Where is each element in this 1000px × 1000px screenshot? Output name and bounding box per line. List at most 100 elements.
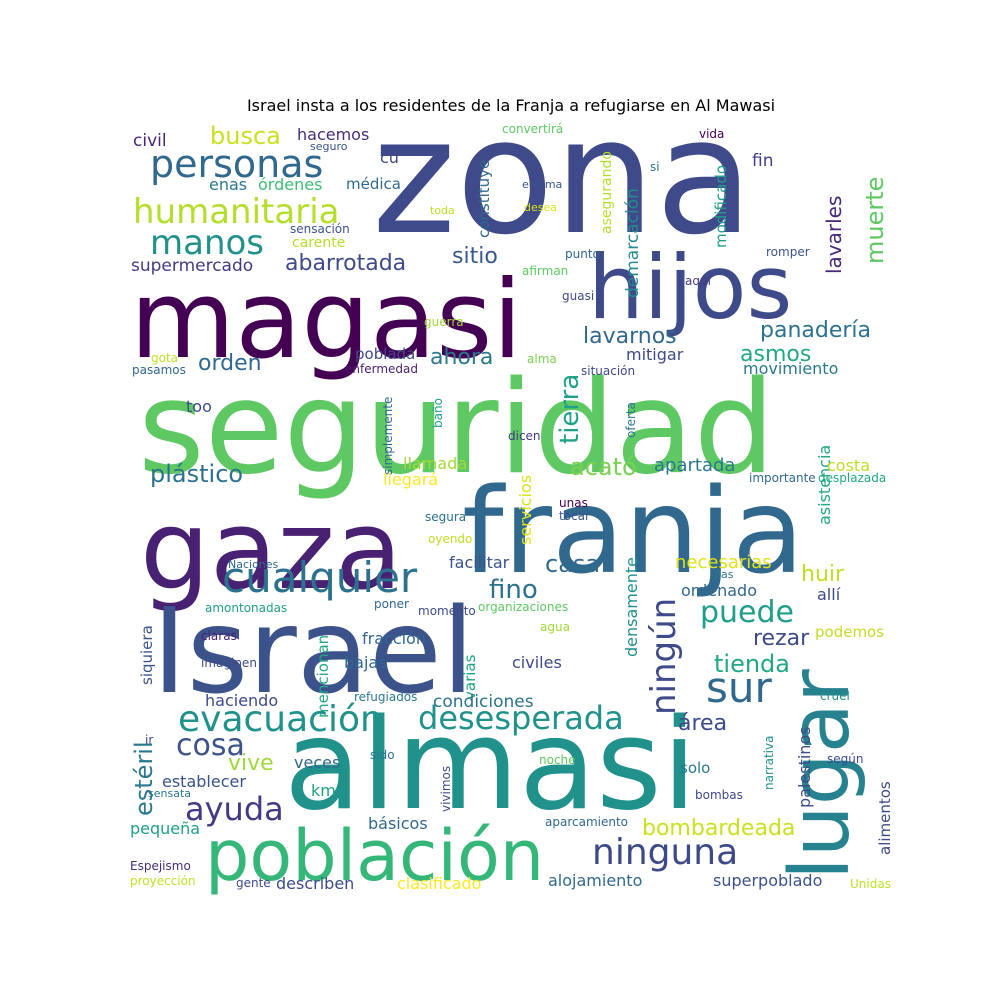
cloud-word: movimiento (743, 359, 838, 378)
cloud-word: convertirá (502, 122, 563, 136)
cloud-word: servicios (516, 475, 535, 545)
cloud-word: vivimos (439, 766, 453, 812)
cloud-word: abarrotada (285, 251, 406, 276)
cloud-word: Unidas (850, 877, 891, 891)
cloud-word: almasi (284, 691, 697, 838)
cloud-word: romper (766, 245, 810, 259)
cloud-word: describen (276, 874, 354, 893)
cloud-word: supermercado (131, 256, 253, 276)
cloud-word: orden (198, 351, 262, 376)
cloud-word: veces (294, 753, 340, 772)
cloud-word: seguridad (138, 354, 775, 503)
cloud-word: cualquier (222, 553, 418, 602)
cloud-word: desplazada (818, 471, 886, 485)
cloud-word: cruel (820, 689, 850, 703)
cloud-word: km (311, 781, 336, 800)
cloud-word: estéril (130, 741, 158, 816)
cloud-word: muerte (861, 177, 889, 264)
cloud-word: condiciones (433, 692, 534, 712)
cloud-word: aquí (685, 274, 712, 288)
cloud-word: sur (706, 663, 773, 712)
cloud-word: facilitar (449, 553, 510, 572)
cloud-word: guerra (424, 315, 464, 329)
cloud-word: acató (570, 453, 637, 481)
cloud-word: ningún (644, 598, 684, 715)
cloud-word: evacuación (178, 699, 383, 740)
cloud-word: civil (133, 131, 167, 151)
cloud-word: modificado (712, 165, 730, 248)
cloud-word: alojamiento (548, 871, 642, 890)
cloud-word: constituye (475, 160, 493, 238)
cloud-word: manos (150, 223, 264, 263)
cloud-word: solo (680, 759, 710, 777)
cloud-word: órdenes (258, 175, 322, 194)
cloud-word: carente (292, 235, 345, 251)
cloud-word: mencionan (314, 635, 332, 718)
cloud-word: poner (374, 597, 409, 611)
cloud-word: oyendo (428, 532, 472, 546)
cloud-word: población (205, 815, 544, 897)
cloud-word: palestinos (795, 726, 814, 808)
cloud-word: dicen (508, 429, 541, 443)
cloud-word: podemos (815, 623, 884, 641)
cloud-word: alma (527, 352, 557, 366)
cloud-word: puede (700, 595, 794, 630)
cloud-word: bajas (344, 653, 387, 672)
cloud-word: imaginen (201, 656, 257, 670)
cloud-word: sensata (148, 787, 191, 800)
cloud-word: lavarles (822, 196, 846, 274)
cloud-word: cosa (176, 728, 245, 763)
cloud-word: importante (749, 471, 816, 485)
cloud-word: demarcación (623, 188, 643, 298)
cloud-word: básicos (368, 814, 428, 833)
cloud-word: mitigar (626, 345, 684, 364)
cloud-word: pequeña (130, 819, 200, 838)
cloud-word: guasi (562, 289, 594, 303)
cloud-title: Israel insta a los residentes de la Fran… (247, 96, 775, 115)
cloud-word: proyección (130, 874, 196, 888)
cloud-word: asistencia (815, 445, 834, 525)
cloud-word: varias (461, 654, 479, 700)
cloud-word: gías (711, 568, 734, 581)
cloud-word: humanitaria (133, 192, 339, 232)
cloud-word: amontonadas (205, 601, 287, 615)
cloud-word: busca (210, 122, 281, 150)
cloud-word: Israel (152, 582, 474, 720)
cloud-word: personas (150, 142, 323, 186)
cloud-word: desea (524, 201, 557, 214)
cloud-word: costa (827, 456, 870, 475)
cloud-word: llamada (403, 454, 467, 473)
cloud-word: establecer (162, 772, 246, 791)
cloud-word: tierra (555, 374, 585, 444)
cloud-word: noche (539, 753, 576, 767)
cloud-word: fino (489, 575, 538, 605)
cloud-word: allí (817, 585, 841, 604)
cloud-word: asegurando (599, 151, 615, 234)
cloud-word: oferta (624, 402, 638, 438)
cloud-word: ir (145, 733, 153, 747)
cloud-word: según (827, 752, 863, 766)
cloud-word: sensación (290, 222, 350, 236)
cloud-word: magasi (130, 258, 522, 383)
cloud-word: casa (545, 550, 600, 578)
cloud-word: poblada (355, 345, 415, 363)
cloud-word: punto (565, 247, 600, 261)
cloud-word: desesperada (418, 699, 624, 737)
cloud-word: situación (581, 364, 635, 378)
cloud-word: área (678, 711, 727, 736)
cloud-word: hijos (588, 236, 792, 339)
cloud-word: hacemos (297, 125, 369, 144)
cloud-word: fin (752, 151, 773, 171)
cloud-word: segura (425, 510, 466, 524)
cloud-word: clasificado (397, 874, 481, 893)
cloud-word: lavarnos (583, 324, 677, 349)
cloud-word: haciendo (205, 691, 278, 710)
cloud-word: Naciones (228, 558, 279, 571)
cloud-word: zona (372, 83, 753, 270)
cloud-word: huir (801, 562, 845, 587)
cloud-word: ninguna (592, 832, 738, 873)
cloud-word: vive (228, 751, 274, 776)
cloud-word: too (186, 397, 212, 416)
cloud-word: panadería (760, 318, 871, 343)
